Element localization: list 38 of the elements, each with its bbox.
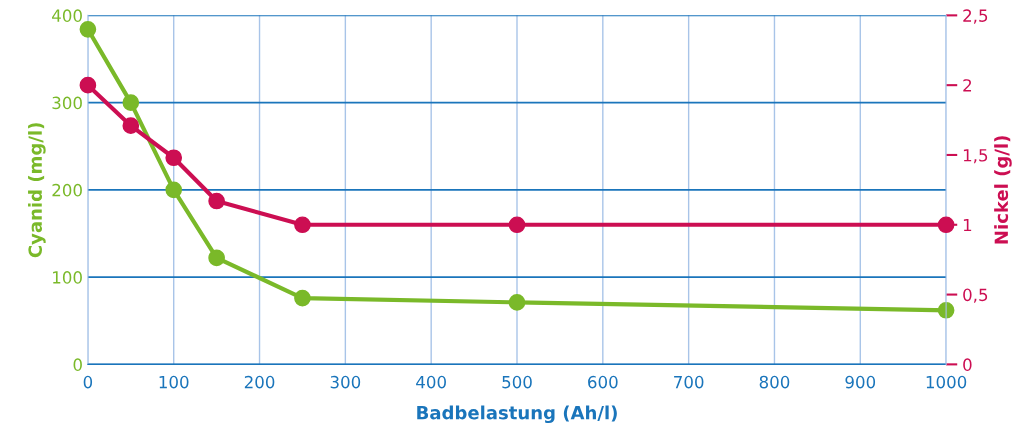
y-tick-label: 300 — [52, 96, 82, 110]
x-tick-label: 0 — [83, 375, 93, 389]
point — [508, 294, 526, 311]
point — [79, 76, 97, 94]
point — [165, 149, 183, 167]
y-tick-label: 0 — [73, 358, 82, 371]
x-tick-label: 1000 — [926, 375, 967, 389]
y2-tick-label: 1 — [963, 218, 972, 232]
x-tick-label: 800 — [759, 375, 790, 389]
x-tick-label: 600 — [588, 375, 618, 389]
x-tick-label: 400 — [416, 375, 446, 389]
y2-tick-label: 2 — [963, 79, 972, 92]
y-axis-title: Cyanid (mg/l) — [28, 123, 46, 258]
y2-tick-label: 1,5 — [963, 149, 988, 164]
point — [122, 117, 140, 134]
x-tick-label: 500 — [502, 375, 532, 389]
y2-tick-label: 2,5 — [963, 9, 988, 24]
point — [937, 216, 955, 234]
y-tick-label: 200 — [52, 183, 82, 197]
x-tick-label: 100 — [159, 375, 189, 389]
y2-axis-title: Nickel (g/l) — [994, 136, 1012, 244]
y-tick-label: 400 — [52, 9, 82, 22]
point — [294, 216, 311, 234]
y-tick-label: 100 — [53, 271, 82, 284]
y2-tick-label: 0,5 — [963, 288, 988, 303]
y2-tick-label: 0 — [963, 358, 972, 371]
x-tick-label: 700 — [674, 375, 704, 389]
x-tick-label: 200 — [244, 375, 275, 389]
x-axis-title: Badbelastung (Ah/l) — [417, 405, 617, 424]
point — [79, 20, 97, 38]
point — [508, 216, 526, 234]
point — [208, 249, 225, 267]
x-tick-label: 300 — [330, 375, 361, 389]
point — [294, 289, 311, 307]
x-tick-label: 900 — [845, 375, 876, 389]
point — [165, 181, 183, 199]
point — [208, 192, 225, 210]
point — [122, 94, 140, 111]
